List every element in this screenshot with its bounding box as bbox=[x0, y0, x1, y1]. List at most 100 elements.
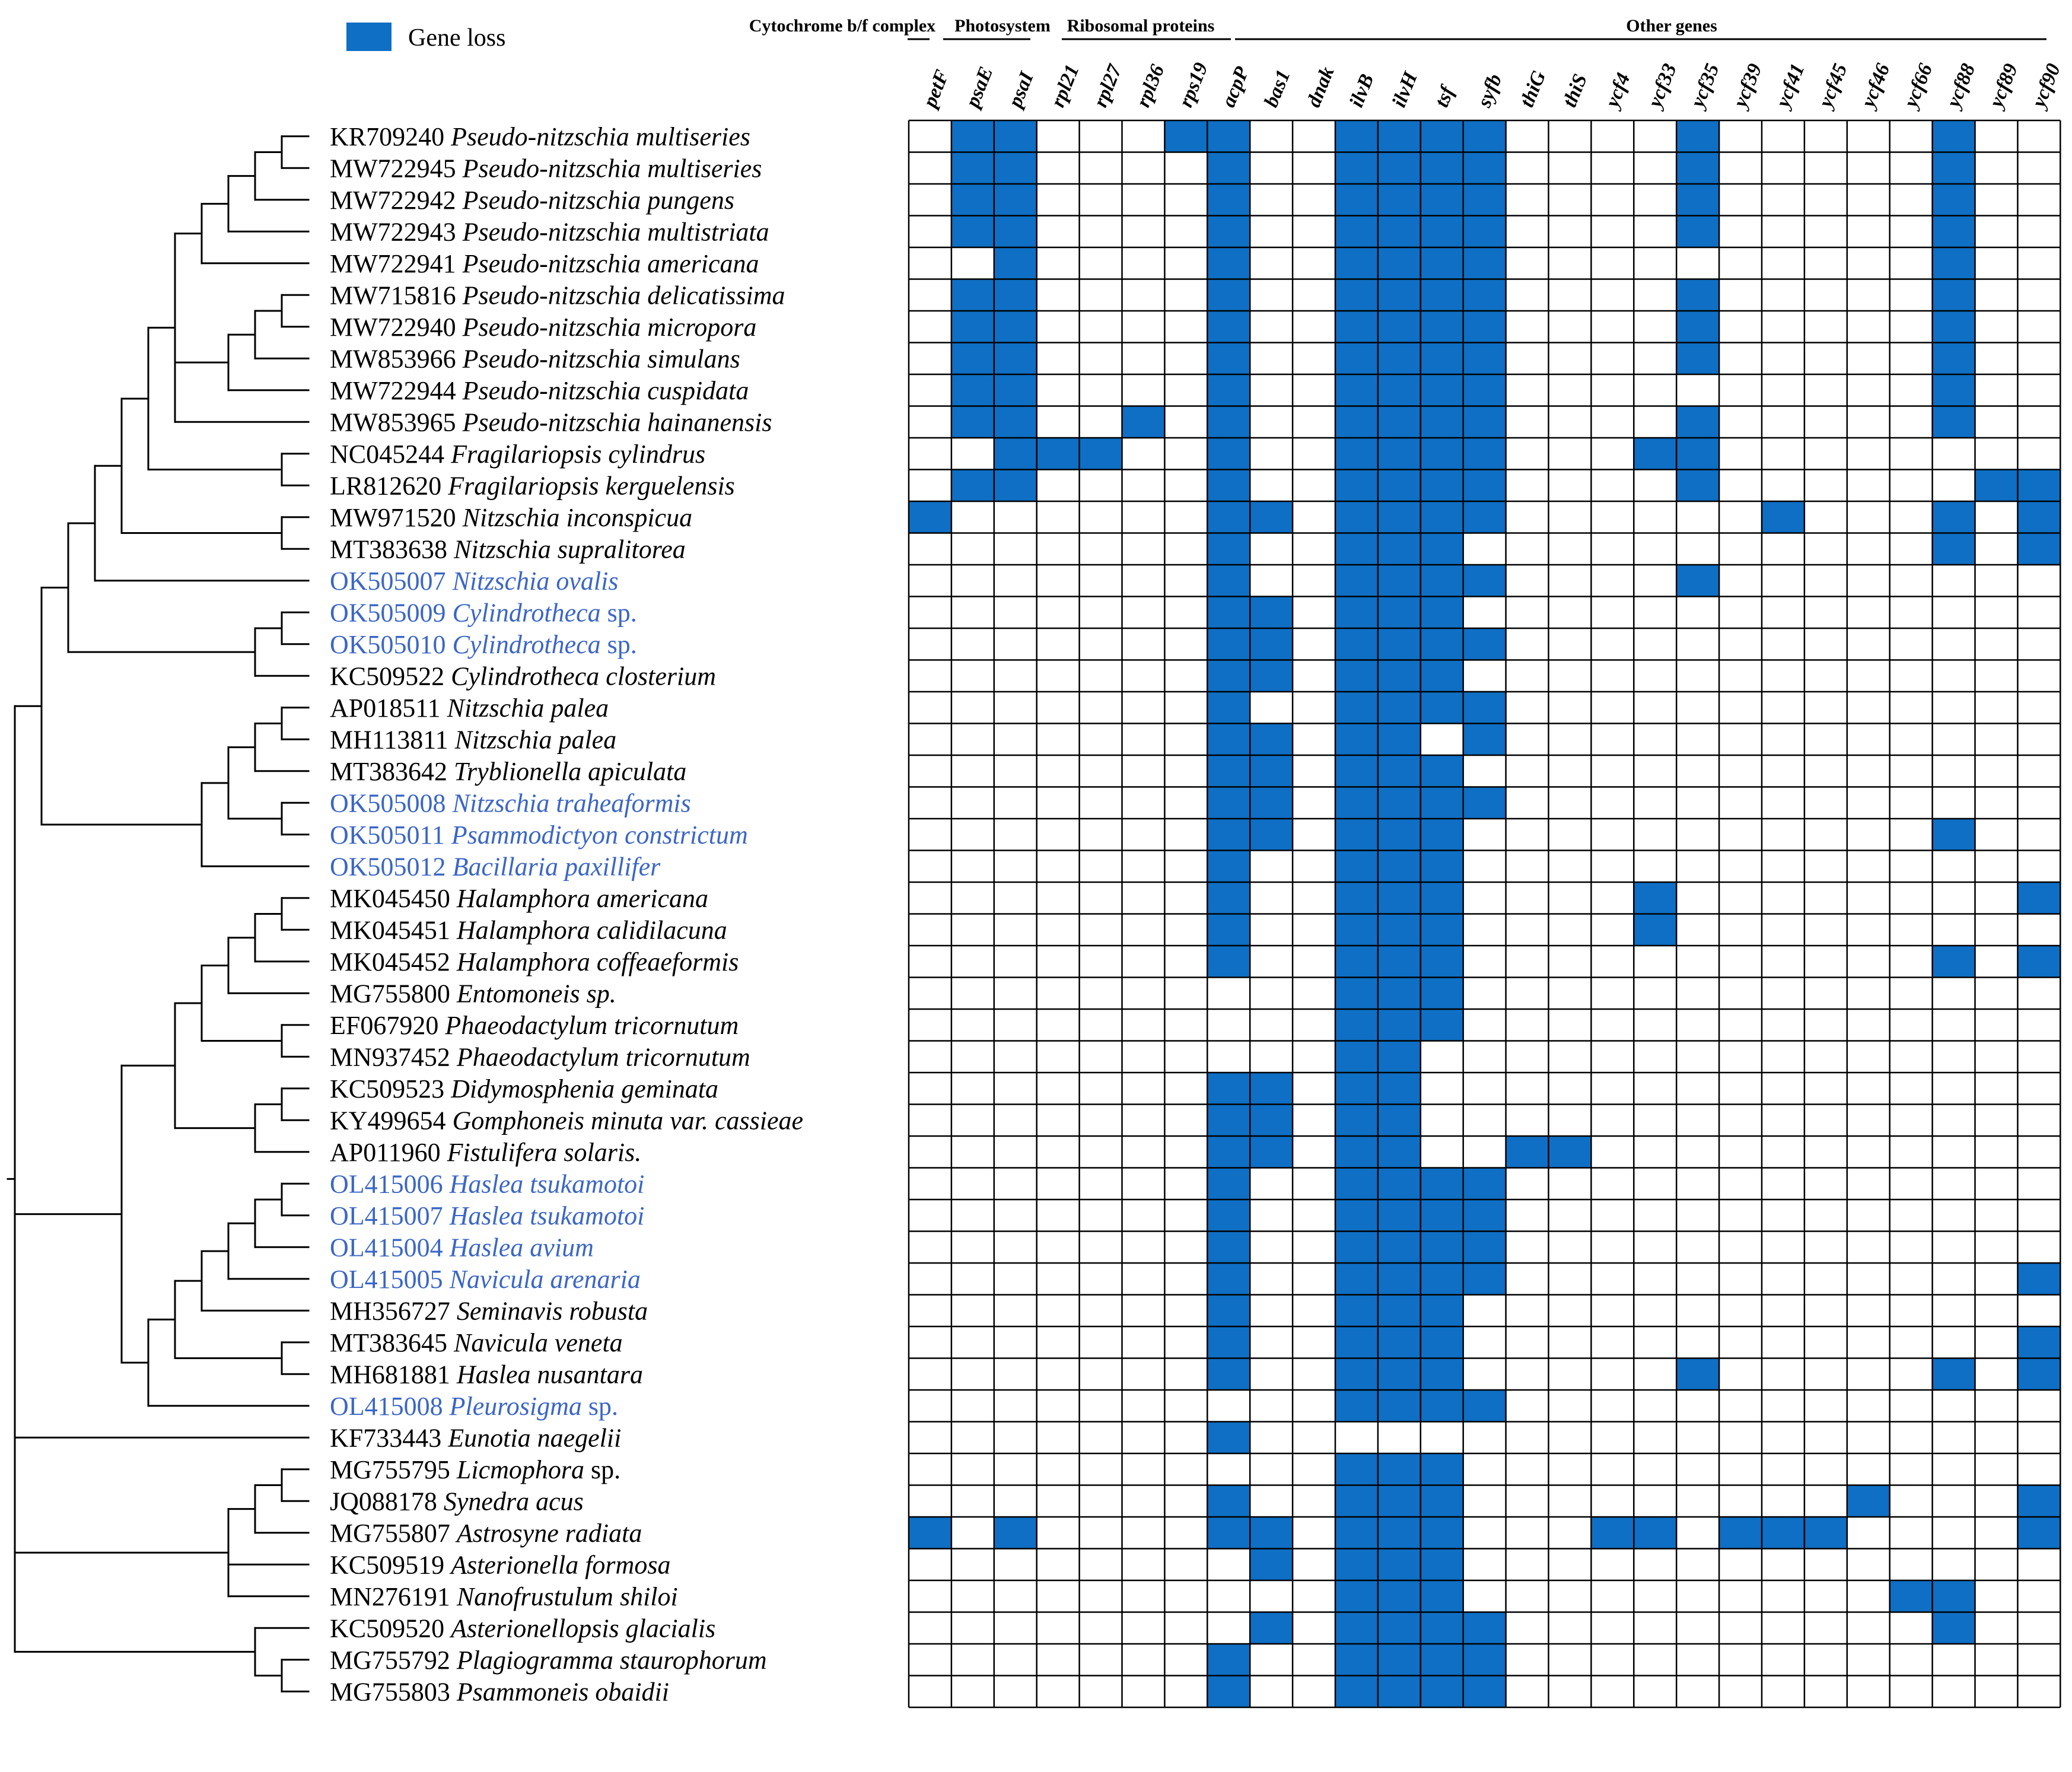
loss-cell bbox=[1207, 596, 1250, 628]
matrix-cell bbox=[1164, 533, 1208, 565]
matrix-cell bbox=[1591, 501, 1634, 533]
loss-cell bbox=[1079, 438, 1122, 470]
matrix-cell bbox=[1634, 1390, 1677, 1422]
matrix-cell bbox=[2017, 1675, 2061, 1707]
matrix-cell bbox=[1762, 692, 1804, 724]
matrix-cell bbox=[1762, 882, 1804, 914]
loss-cell bbox=[1463, 787, 1506, 819]
matrix-cell bbox=[1036, 1358, 1080, 1390]
species-name: Plagiogramma staurophorum bbox=[456, 1646, 767, 1675]
loss-cell bbox=[1207, 279, 1250, 311]
loss-cell bbox=[1463, 120, 1506, 152]
matrix-cell bbox=[1634, 596, 1677, 628]
matrix-cell bbox=[1804, 660, 1847, 692]
species-name: Nitzschia palea bbox=[447, 693, 609, 723]
loss-cell bbox=[1250, 723, 1293, 755]
matrix-cell bbox=[1506, 1167, 1549, 1200]
loss-cell bbox=[1420, 1644, 1463, 1676]
accession: MK045450 bbox=[330, 884, 450, 913]
loss-cell bbox=[951, 469, 994, 501]
matrix-cell bbox=[1250, 1644, 1293, 1676]
matrix-cell bbox=[1250, 1421, 1293, 1453]
loss-cell bbox=[1207, 660, 1250, 692]
matrix-cell bbox=[1719, 1104, 1762, 1136]
matrix-cell bbox=[909, 850, 951, 882]
matrix-cell bbox=[951, 438, 994, 470]
matrix-cell bbox=[1506, 1644, 1549, 1676]
matrix-cell bbox=[1634, 1612, 1677, 1644]
matrix-cell bbox=[951, 882, 994, 914]
matrix-cell bbox=[1122, 596, 1165, 628]
loss-cell bbox=[951, 279, 994, 311]
matrix-cell bbox=[1889, 1358, 1933, 1390]
matrix-cell bbox=[1293, 152, 1335, 184]
matrix-cell bbox=[1463, 1326, 1506, 1359]
matrix-cell bbox=[1506, 1200, 1549, 1232]
loss-cell bbox=[1335, 152, 1378, 184]
matrix-cell bbox=[1506, 406, 1549, 438]
accession: OK505011 bbox=[330, 820, 445, 850]
loss-cell bbox=[1335, 1073, 1378, 1105]
matrix-cell bbox=[994, 914, 1037, 946]
matrix-cell bbox=[1079, 1612, 1122, 1644]
matrix-cell bbox=[994, 1263, 1037, 1295]
matrix-cell bbox=[1293, 1644, 1335, 1676]
matrix-cell bbox=[1634, 755, 1677, 787]
matrix-cell bbox=[1250, 1390, 1293, 1422]
matrix-cell bbox=[1932, 755, 1975, 787]
matrix-cell bbox=[1975, 1548, 2018, 1580]
loss-cell bbox=[1932, 1612, 1975, 1644]
matrix-cell bbox=[1932, 1073, 1975, 1105]
matrix-cell bbox=[1762, 1136, 1804, 1168]
taxon-label: OK505008 Nitzschia traheaformis bbox=[330, 788, 691, 817]
taxon-label: MW722944 Pseudo-nitzschia cuspidata bbox=[330, 376, 749, 405]
matrix-cell bbox=[1975, 120, 2018, 152]
matrix-cell bbox=[1634, 247, 1677, 279]
matrix-cell bbox=[1804, 692, 1847, 724]
matrix-cell bbox=[1506, 184, 1549, 216]
loss-cell bbox=[1463, 1231, 1506, 1263]
loss-cell bbox=[1420, 660, 1463, 692]
accession: KF733443 bbox=[330, 1423, 441, 1452]
taxon-label: LR812620 Fragilariopsis kerguelensis bbox=[330, 471, 735, 500]
matrix-cell bbox=[1719, 1326, 1762, 1359]
matrix-cell bbox=[1079, 501, 1122, 533]
matrix-cell bbox=[1719, 1009, 1762, 1041]
matrix-cell bbox=[1804, 1358, 1847, 1390]
matrix-cell bbox=[1420, 1041, 1463, 1073]
matrix-cell bbox=[1079, 374, 1122, 406]
matrix-cell bbox=[1506, 946, 1549, 978]
matrix-cell bbox=[1036, 1390, 1080, 1422]
matrix-cell bbox=[1506, 914, 1549, 946]
loss-cell bbox=[1377, 1294, 1421, 1326]
matrix-cell bbox=[1250, 1358, 1293, 1390]
matrix-cell bbox=[1591, 946, 1634, 978]
matrix-cell bbox=[1122, 1167, 1165, 1200]
matrix-cell bbox=[1036, 501, 1080, 533]
matrix-cell bbox=[1122, 660, 1165, 692]
species-name: Nanofrustulum shiloi bbox=[456, 1582, 678, 1611]
matrix-cell bbox=[1548, 1644, 1592, 1676]
loss-cell bbox=[1377, 1644, 1421, 1676]
matrix-cell bbox=[1591, 1644, 1634, 1676]
matrix-cell bbox=[1122, 882, 1165, 914]
accession: KC509520 bbox=[330, 1614, 444, 1643]
matrix-cell bbox=[1036, 1104, 1080, 1136]
matrix-cell bbox=[1975, 1612, 2018, 1644]
matrix-cell bbox=[1804, 1009, 1847, 1041]
matrix-cell bbox=[1463, 1073, 1506, 1105]
loss-cell bbox=[994, 374, 1037, 406]
taxon-labels: KR709240 Pseudo-nitzschia multiseriesMW7… bbox=[330, 122, 803, 1707]
taxon-label: MW853965 Pseudo-nitzschia hainanensis bbox=[330, 408, 772, 437]
species-name: Seminavis robusta bbox=[457, 1296, 648, 1325]
gene-label-ycf89: ycf89 bbox=[1984, 61, 2022, 113]
matrix-cell bbox=[2017, 374, 2061, 406]
matrix-cell bbox=[1804, 1548, 1847, 1580]
matrix-cell bbox=[1634, 1548, 1677, 1580]
matrix-cell bbox=[1079, 596, 1122, 628]
species-name: Nitzschia traheaformis bbox=[452, 788, 691, 817]
gene-label-ilvh: ilvH bbox=[1388, 68, 1422, 110]
matrix-cell bbox=[1293, 565, 1335, 597]
matrix-cell bbox=[1719, 152, 1762, 184]
matrix-cell bbox=[1548, 1231, 1592, 1263]
